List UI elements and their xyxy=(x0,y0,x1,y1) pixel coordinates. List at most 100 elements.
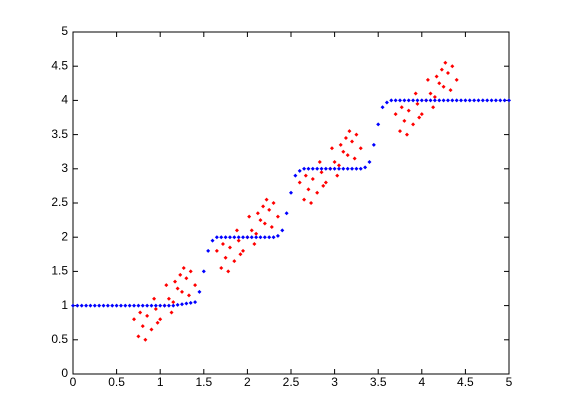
point xyxy=(428,98,433,103)
point xyxy=(145,313,150,318)
point xyxy=(175,302,180,307)
point xyxy=(448,88,453,93)
point xyxy=(267,235,272,240)
point xyxy=(158,303,163,308)
point xyxy=(445,98,450,103)
y-tick-label: 1.5 xyxy=(51,264,68,278)
y-tick-label: 4 xyxy=(61,93,68,107)
point xyxy=(105,303,110,308)
point xyxy=(232,235,237,240)
point xyxy=(450,64,455,69)
point xyxy=(188,269,193,274)
point xyxy=(269,224,274,229)
point xyxy=(284,211,289,216)
point xyxy=(127,303,132,308)
point xyxy=(380,105,385,110)
point xyxy=(267,207,272,212)
point xyxy=(404,132,409,137)
point xyxy=(140,303,145,308)
x-tick-label: 0 xyxy=(70,375,77,389)
y-tick-label: 0.5 xyxy=(51,332,68,346)
point xyxy=(153,307,158,312)
point xyxy=(114,303,119,308)
point xyxy=(181,265,186,270)
point xyxy=(249,235,254,240)
point xyxy=(319,170,324,175)
point xyxy=(293,173,298,178)
point xyxy=(350,166,355,171)
point xyxy=(252,242,257,247)
point xyxy=(306,166,311,171)
point xyxy=(214,248,219,253)
point xyxy=(180,289,184,294)
point xyxy=(219,235,224,240)
point xyxy=(398,98,402,103)
point xyxy=(329,146,334,151)
point xyxy=(315,190,320,195)
point xyxy=(332,159,337,164)
point xyxy=(317,159,322,164)
point xyxy=(227,245,232,250)
point xyxy=(186,293,191,298)
point xyxy=(245,235,250,240)
point xyxy=(302,197,307,202)
point xyxy=(262,221,267,226)
point xyxy=(271,235,276,240)
point xyxy=(264,197,269,202)
point xyxy=(223,255,228,260)
point xyxy=(350,139,355,144)
point xyxy=(489,98,494,103)
point xyxy=(236,235,241,240)
point xyxy=(347,129,352,134)
point xyxy=(227,235,232,240)
point xyxy=(184,276,189,281)
point xyxy=(249,228,254,233)
x-tick-label: 1 xyxy=(157,375,164,389)
point xyxy=(110,303,115,308)
point xyxy=(338,142,343,147)
point xyxy=(136,303,141,308)
point xyxy=(197,289,202,294)
point xyxy=(459,98,464,103)
x-tick-label: 2 xyxy=(244,375,251,389)
point xyxy=(153,303,158,308)
point xyxy=(171,300,176,305)
point xyxy=(164,283,169,288)
point xyxy=(149,303,154,308)
point xyxy=(434,74,439,79)
y-tick-label: 2.5 xyxy=(51,195,68,209)
point xyxy=(226,269,231,274)
point xyxy=(247,214,252,219)
point xyxy=(321,183,326,188)
point xyxy=(341,149,346,154)
point xyxy=(297,180,302,185)
point xyxy=(206,248,211,253)
point xyxy=(406,108,411,113)
point xyxy=(439,67,444,72)
point xyxy=(336,166,341,171)
point xyxy=(162,303,167,308)
point xyxy=(402,98,407,103)
point xyxy=(502,98,507,103)
point xyxy=(354,132,359,137)
point xyxy=(210,238,215,243)
point xyxy=(297,168,302,173)
point xyxy=(411,122,416,127)
x-tick-label: 4 xyxy=(418,375,425,389)
point xyxy=(450,98,455,103)
point xyxy=(406,98,411,103)
point xyxy=(437,81,442,86)
point xyxy=(398,129,402,134)
point xyxy=(402,118,407,123)
point xyxy=(345,166,350,171)
y-tick-label: 0 xyxy=(61,366,68,380)
point xyxy=(201,269,206,274)
point xyxy=(354,166,359,171)
point xyxy=(413,91,418,96)
point xyxy=(275,233,280,238)
point xyxy=(454,77,459,82)
point xyxy=(472,98,477,103)
point xyxy=(271,201,276,205)
point xyxy=(493,98,498,103)
point xyxy=(88,303,93,308)
